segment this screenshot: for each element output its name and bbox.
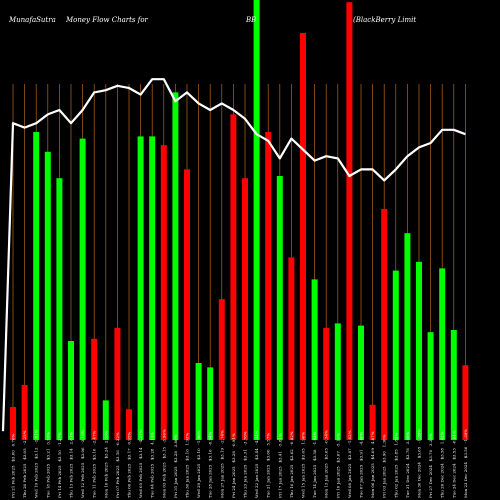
money-flow-bar xyxy=(358,325,364,440)
x-tick-label: Tue 18 Feb 2025 $3.21 3.55% xyxy=(45,432,50,498)
x-tick-label: Thu 16 Jan 2025 $3.62 -0.82% xyxy=(289,431,294,498)
money-flow-bar xyxy=(218,299,225,440)
header-company: (BlackBerry Limit xyxy=(353,16,416,24)
x-tick-label: Tue 14 Jan 2025 $3.58 -1.92% xyxy=(312,431,317,498)
x-tick-label: Thu 20 Feb 2025 $3.05 -2.25% xyxy=(22,430,27,498)
x-tick-label: Mon 23 Dec 2024 $3.56 -1.39% xyxy=(463,429,468,498)
money-flow-bar xyxy=(149,136,156,440)
money-flow-bar xyxy=(462,365,469,440)
header-title: Money Flow Charts for xyxy=(65,16,149,24)
x-tick-label: Fri 14 Feb 2025 $3.10 -1.27% xyxy=(57,432,62,498)
money-flow-bars xyxy=(10,0,469,441)
header-symbol: BB xyxy=(245,16,256,24)
x-tick-label: Tue 31 Dec 2024 $3.78 3.56% xyxy=(405,432,410,498)
x-tick-label: Tue 28 Jan 2025 $3.16 -0.94% xyxy=(208,431,213,498)
money-flow-bar xyxy=(172,92,179,441)
money-flow-bar xyxy=(91,338,98,440)
money-flow-bar xyxy=(102,400,109,440)
x-tick-label: Thu 23 Jan 2025 $3.31 -3.78% xyxy=(243,431,248,498)
x-tick-label: Fri 07 Feb 2025 $3.16 -0.32% xyxy=(115,432,120,498)
x-tick-label: Wed 12 Feb 2025 $3.06 -3.16% xyxy=(80,429,85,498)
x-tick-label: Mon 13 Jan 2025 $3.65 -0.54% xyxy=(324,430,329,498)
x-tick-label: Mon 06 Jan 2025 $4.09 4.87% xyxy=(370,431,375,498)
money-flow-bar xyxy=(288,257,295,440)
x-tick-label: Fri 03 Jan 2025 $3.90 1.30% xyxy=(382,434,387,498)
money-flow-bar xyxy=(334,323,341,440)
money-flow-bar xyxy=(137,136,144,440)
x-tick-label: Mon 27 Jan 2025 $3.19 -2.74% xyxy=(219,430,224,498)
x-tick-label: Thu 30 Jan 2025 $3.16 1.93% xyxy=(185,433,190,498)
x-tick-label: Tue 11 Feb 2025 $3.16 -2.47% xyxy=(92,430,97,498)
x-tick-label: Fri 27 Dec 2024 $3.70 3.35% xyxy=(428,433,433,498)
x-tick-label: Fri 21 Feb 2025 $3.00 0.76% xyxy=(11,433,16,498)
money-flow-bar xyxy=(230,114,237,441)
money-flow-bar xyxy=(207,367,214,440)
money-flow-bar xyxy=(439,268,446,440)
money-flow-bar xyxy=(392,270,399,440)
x-tick-label: Thu 06 Feb 2025 $3.17 0.95% xyxy=(127,432,132,498)
x-tick-label: Thu 13 Feb 2025 $3.14 2.61% xyxy=(69,432,74,498)
chart-header: MunafaSutra Money Flow Charts for BB (Bl… xyxy=(8,16,416,24)
money-flow-bar xyxy=(427,332,434,440)
money-flow-bar xyxy=(56,178,63,440)
x-tick-label: Tue 04 Feb 2025 $3.28 4.13% xyxy=(150,432,155,498)
money-flow-bar xyxy=(21,385,28,440)
x-tick-label: Tue 24 Dec 2024 $3.53 -0.84% xyxy=(451,430,456,498)
money-flow-bar xyxy=(416,261,422,440)
money-flow-bar xyxy=(68,341,74,440)
money-flow-bar xyxy=(276,176,283,440)
x-tick-label: Fri 17 Jan 2025 $3.41 -5.81% xyxy=(277,433,282,498)
money-flow-bar xyxy=(114,327,121,440)
x-tick-label: Fri 24 Jan 2025 $3.28 -0.91% xyxy=(231,433,236,498)
x-tick-label: Wed 08 Jan 2025 $3.87 -1.02% xyxy=(347,430,352,498)
x-tick-label: Tue 07 Jan 2025 $3.91 -4.40% xyxy=(359,431,364,498)
money-flow-bar xyxy=(300,33,306,440)
x-axis-tick-labels: Fri 21 Feb 2025 $3.00 0.76% Thu 20 Feb 20… xyxy=(11,429,468,498)
money-flow-bar xyxy=(404,233,411,440)
price-line-layer xyxy=(1,78,466,432)
money-flow-bar xyxy=(369,404,376,440)
x-tick-label: Wed 22 Jan 2025 $3.44 -4.44% xyxy=(254,430,259,498)
x-tick-label: Fri 10 Jan 2025 $3.67 -5.16% xyxy=(335,433,340,498)
x-tick-label: Wed 05 Feb 2025 $3.14 -4.27% xyxy=(138,429,143,498)
money-flow-bar xyxy=(381,209,388,440)
x-tick-label: Wed 19 Feb 2025 $3.12 -2.81% xyxy=(34,429,39,498)
money-flow-bar xyxy=(33,132,40,440)
x-tick-label: Fri 31 Jan 2025 $3.28 3.80% xyxy=(173,434,178,498)
x-tick-label: Wed 29 Jan 2025 $3.10 -1.90% xyxy=(196,430,201,498)
x-tick-label: Mon 03 Feb 2025 $3.15 -3.96% xyxy=(161,429,166,498)
x-tick-label: Thu 02 Jan 2025 $3.85 1.85% xyxy=(393,433,398,498)
money-flow-bar xyxy=(253,0,260,440)
money-flow-bar xyxy=(126,409,132,440)
money-flow-bar xyxy=(311,279,318,440)
money-flow-bar xyxy=(346,2,353,440)
money-flow-bar xyxy=(265,132,272,440)
money-flow-bar xyxy=(184,169,190,440)
money-flow-bar xyxy=(10,407,16,440)
money-flow-bar xyxy=(160,145,167,440)
x-tick-label: Wed 15 Jan 2025 $3.65 1.96% xyxy=(301,432,306,498)
x-tick-label: Mon 10 Feb 2025 $3.24 2.53% xyxy=(103,430,108,498)
money-flow-bar xyxy=(450,330,457,440)
x-tick-label: Thu 26 Dec 2024 $3.58 1.42% xyxy=(440,431,445,498)
price-line xyxy=(1,78,466,432)
header-site: MunafaSutra xyxy=(8,16,56,24)
money-flow-bar xyxy=(323,327,330,440)
money-flow-bar xyxy=(242,178,248,440)
x-tick-label: Mon 30 Dec 2024 $3.65 -1.35% xyxy=(417,429,422,498)
x-tick-label: Tue 21 Jan 2025 $3.60 5.57% xyxy=(266,433,271,498)
money-flow-bar xyxy=(79,138,86,440)
money-flow-bar xyxy=(195,363,202,440)
money-flow-bar xyxy=(44,151,51,441)
